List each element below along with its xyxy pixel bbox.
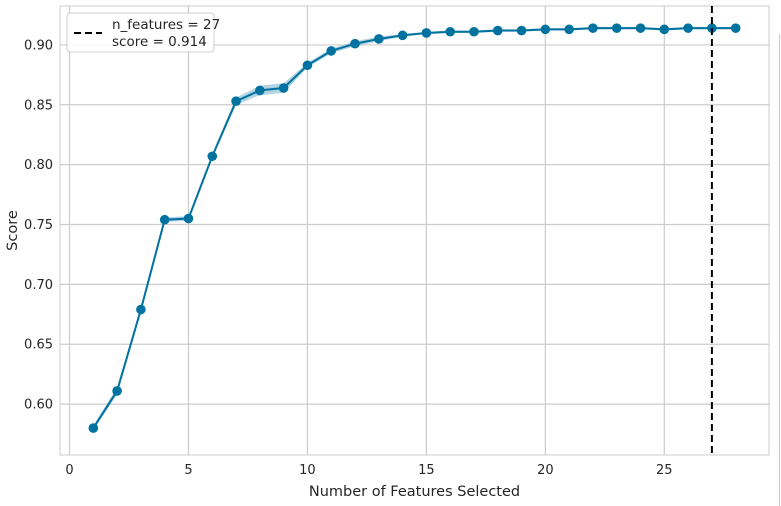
score-point [88,423,99,433]
y-axis-label: Score [5,210,21,251]
y-tick-label: 0.75 [24,218,53,233]
score-point [183,213,194,224]
score-point [350,38,360,49]
x-axis-label: Number of Features Selected [309,484,520,500]
y-tick-label: 0.70 [24,278,53,293]
score-point [516,25,527,36]
score-point [278,83,289,93]
score-point [302,60,313,71]
x-tick-label: 10 [299,463,316,478]
y-tick-label: 0.90 [24,38,53,53]
score-point [159,214,170,225]
plot-area [59,5,770,456]
score-point [326,46,337,56]
score-point [255,85,265,96]
x-tick-label: 15 [418,463,435,478]
score-points [88,23,741,433]
x-tick-labels: 0 5 10 15 20 25 [65,463,672,478]
right-border-fragment [779,34,780,506]
score-point [659,24,670,35]
score-point [588,23,598,33]
score-point [611,23,622,33]
y-tick-label: 0.65 [24,338,53,353]
score-point [492,25,503,36]
score-point [445,26,455,37]
legend: n_features = 27 score = 0.914 [66,12,220,53]
score-point [540,24,551,35]
score-point [421,28,432,38]
y-tick-label: 0.80 [24,158,53,173]
score-point [730,23,741,33]
legend-box [66,12,215,53]
score-point [112,386,122,396]
x-tick-label: 5 [184,463,192,478]
score-point [136,304,146,315]
y-tick-label: 0.85 [24,98,53,113]
score-point [207,151,218,162]
y-tick-label: 0.60 [24,398,53,413]
y-tick-labels: 0.60 0.65 0.70 0.75 0.80 0.85 0.90 [24,38,53,412]
x-tick-label: 20 [537,463,554,478]
score-point [469,26,479,37]
score-point [374,34,384,44]
score-point [231,96,241,106]
x-gridlines [68,6,665,455]
score-point [397,30,408,41]
score-point [683,23,693,33]
score-line [92,27,736,429]
legend-n-features: n_features = 27 [112,17,220,33]
score-point [635,23,646,33]
x-tick-label: 0 [65,463,73,478]
legend-score: score = 0.914 [112,34,207,50]
score-point [564,24,574,35]
x-tick-label: 25 [656,463,673,478]
